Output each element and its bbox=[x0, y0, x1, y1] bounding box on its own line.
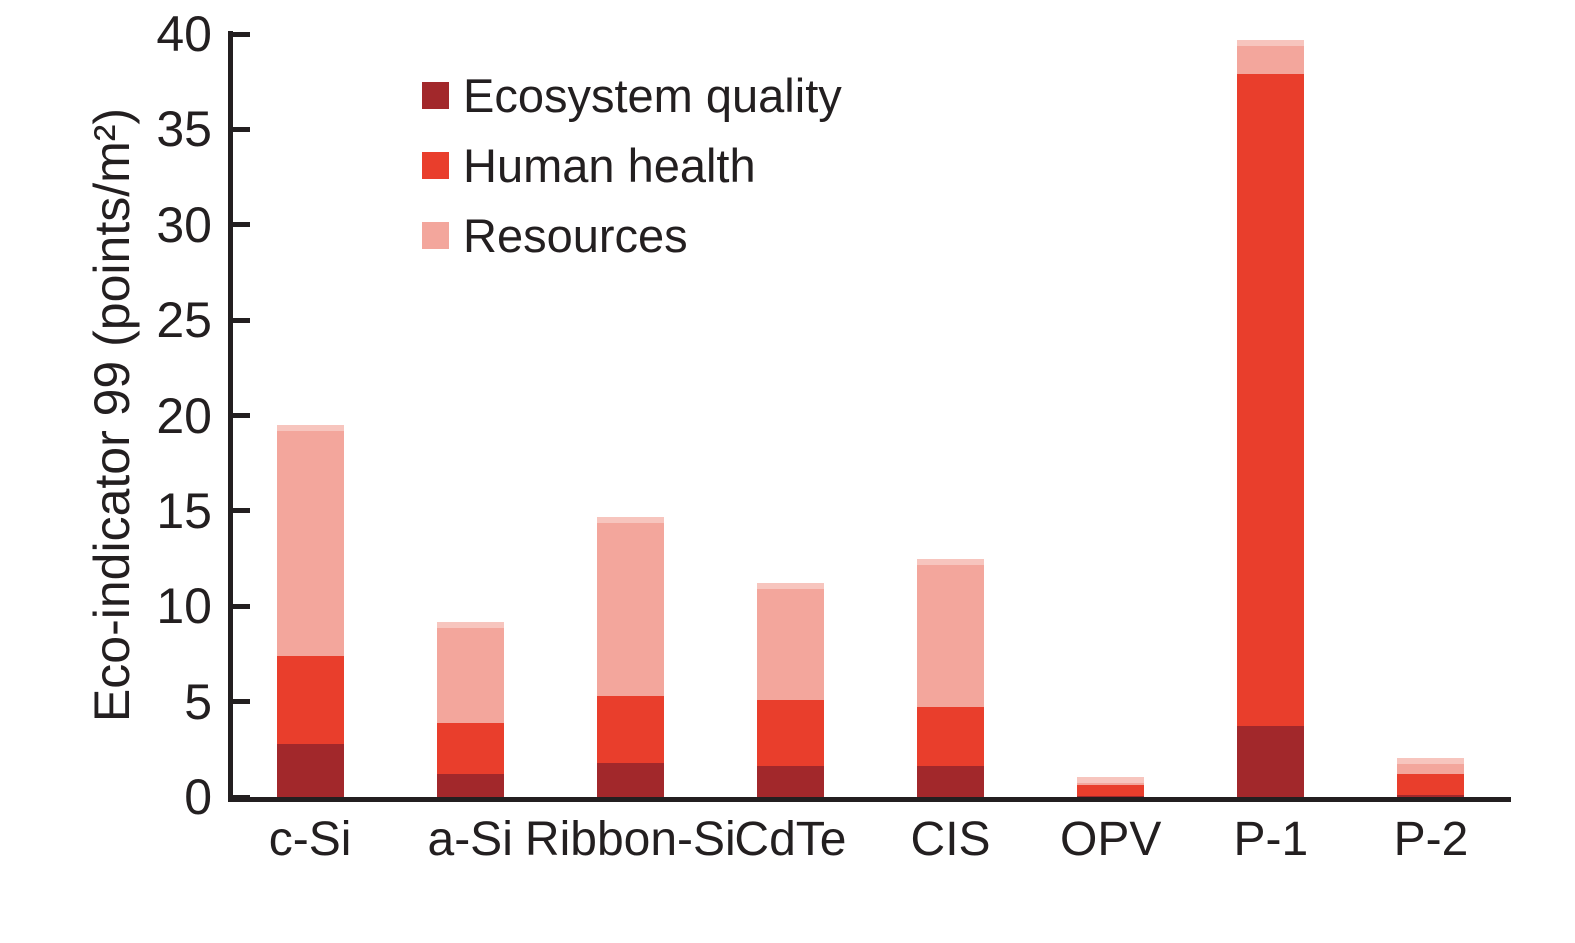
bar-segment-resources bbox=[1397, 757, 1465, 775]
bar-ribbon-si bbox=[596, 516, 664, 797]
bar-top-highlight bbox=[756, 583, 824, 590]
legend-item-human-health: Human health bbox=[422, 142, 842, 189]
legend-item-resources: Resources bbox=[422, 212, 842, 259]
bar-segment-ecosystem-quality bbox=[1237, 726, 1305, 797]
legend-swatch-human-health bbox=[422, 152, 449, 179]
bar-segment-resources bbox=[436, 621, 504, 723]
y-tick-mark bbox=[230, 603, 250, 609]
bar-segment-resources bbox=[917, 558, 985, 708]
bar-segment-human-health bbox=[596, 695, 664, 763]
bar-cdte bbox=[756, 583, 824, 797]
bar-segment-resources bbox=[276, 425, 344, 656]
y-tick-label: 35 bbox=[156, 101, 212, 158]
y-tick-mark bbox=[230, 31, 250, 37]
x-tick-label-ribbon-si: Ribbon-Si bbox=[524, 813, 736, 866]
bar-segment-resources bbox=[1237, 39, 1305, 75]
y-tick-label: 20 bbox=[156, 387, 212, 444]
legend-label-resources: Resources bbox=[463, 209, 688, 262]
bar-segment-ecosystem-quality bbox=[756, 766, 824, 797]
y-tick-label: 25 bbox=[156, 292, 212, 349]
bar-top-highlight bbox=[596, 516, 664, 523]
bar-top-highlight bbox=[436, 621, 504, 628]
bar-p-2 bbox=[1397, 757, 1465, 797]
bar-top-highlight bbox=[1077, 776, 1145, 783]
bar-segment-resources bbox=[756, 583, 824, 700]
bar-segment-human-health bbox=[1077, 784, 1145, 797]
bar-segment-human-health bbox=[436, 722, 504, 775]
y-tick-label: 0 bbox=[184, 769, 212, 825]
bar-top-highlight bbox=[917, 558, 985, 565]
bar-opv bbox=[1077, 776, 1145, 797]
bar-top-highlight bbox=[1397, 757, 1465, 764]
legend-swatch-resources bbox=[422, 222, 449, 249]
x-axis-line bbox=[228, 797, 1511, 802]
bar-segment-ecosystem-quality bbox=[276, 743, 344, 797]
bar-segment-ecosystem-quality bbox=[917, 766, 985, 797]
bar-p-1 bbox=[1237, 39, 1305, 797]
y-tick-label: 5 bbox=[184, 673, 212, 730]
bar-segment-human-health bbox=[1237, 74, 1305, 727]
y-tick-mark bbox=[230, 699, 250, 705]
bar-segment-ecosystem-quality bbox=[1397, 795, 1465, 797]
y-tick-mark bbox=[230, 794, 250, 800]
legend-swatch-ecosystem-quality bbox=[422, 82, 449, 109]
y-tick-label: 15 bbox=[156, 482, 212, 539]
legend-label-human-health: Human health bbox=[463, 139, 756, 192]
y-tick-label: 30 bbox=[156, 196, 212, 253]
x-tick-label-cdte: CdTe bbox=[734, 813, 847, 866]
x-tick-label-a-si: a-Si bbox=[427, 813, 513, 866]
bar-segment-ecosystem-quality bbox=[596, 762, 664, 797]
bar-segment-ecosystem-quality bbox=[436, 774, 504, 797]
y-tick-label: 10 bbox=[156, 578, 212, 635]
bar-segment-human-health bbox=[917, 707, 985, 767]
bar-segment-human-health bbox=[756, 699, 824, 767]
bar-segment-human-health bbox=[1397, 774, 1465, 796]
bar-segment-resources bbox=[596, 516, 664, 696]
y-tick-mark bbox=[230, 126, 250, 132]
bar-segment-human-health bbox=[276, 655, 344, 744]
y-tick-mark bbox=[230, 222, 250, 228]
bar-segment-ecosystem-quality bbox=[1077, 796, 1145, 797]
y-tick-mark bbox=[230, 508, 250, 514]
bar-c-si bbox=[276, 425, 344, 797]
x-tick-label-p-2: P-2 bbox=[1393, 813, 1469, 866]
plot-area bbox=[230, 34, 1511, 797]
x-tick-label-cis: CIS bbox=[910, 813, 991, 866]
legend-item-ecosystem-quality: Ecosystem quality bbox=[422, 72, 842, 119]
bar-cis bbox=[917, 558, 985, 797]
y-tick-mark bbox=[230, 317, 250, 323]
legend-label-ecosystem-quality: Ecosystem quality bbox=[463, 69, 842, 122]
bar-top-highlight bbox=[1237, 39, 1305, 46]
x-tick-label-p-1: P-1 bbox=[1233, 813, 1309, 866]
legend: Ecosystem quality Human health Resources bbox=[422, 72, 842, 259]
bar-segment-resources bbox=[1077, 776, 1145, 785]
y-tick-mark bbox=[230, 413, 250, 418]
x-tick-label-c-si: c-Si bbox=[268, 813, 352, 866]
bar-a-si bbox=[436, 621, 504, 797]
y-tick-label: 40 bbox=[156, 6, 212, 62]
x-tick-label-opv: OPV bbox=[1060, 813, 1162, 866]
bar-top-highlight bbox=[276, 425, 344, 432]
